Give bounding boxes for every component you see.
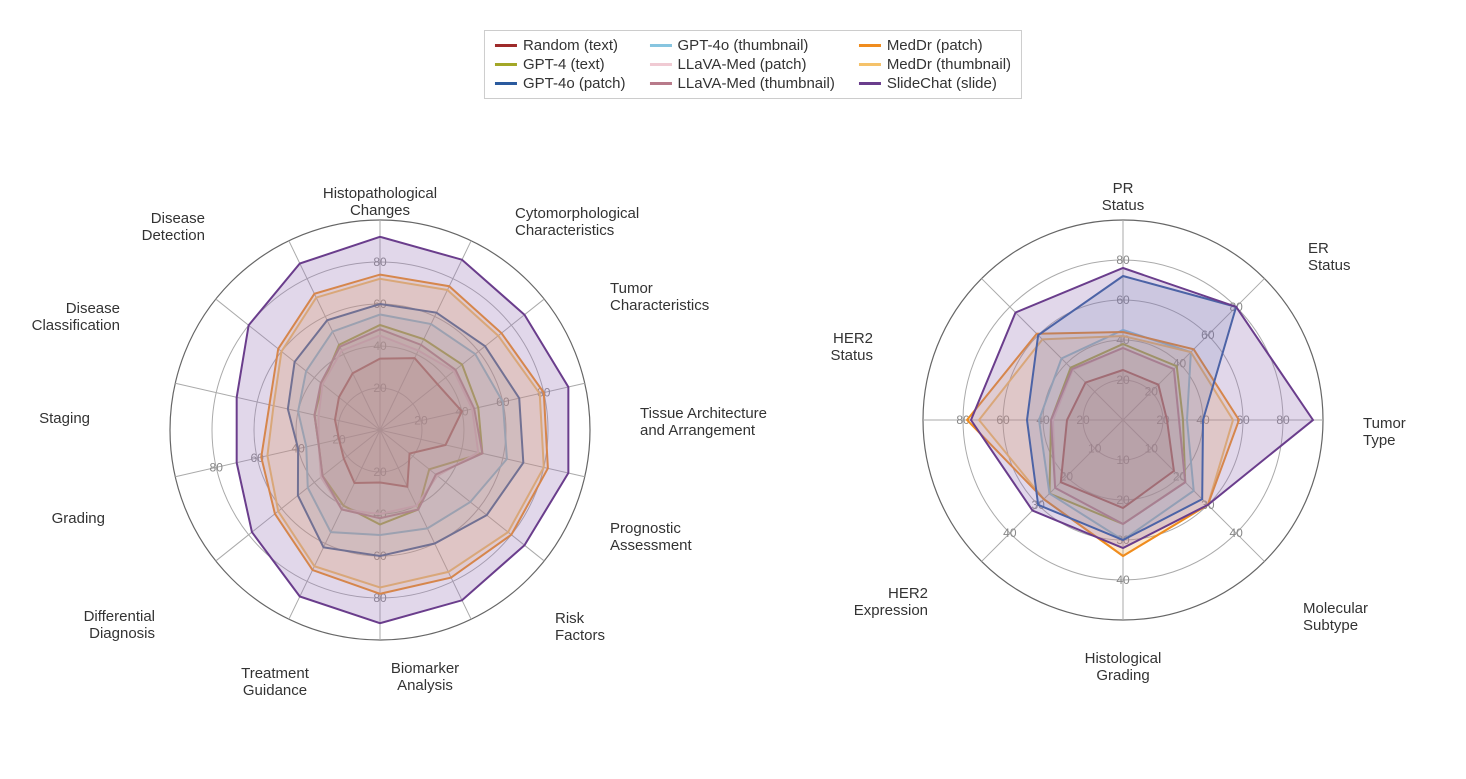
axis-label: DiseaseClassification <box>0 300 120 335</box>
legend-label: SlideChat (slide) <box>887 75 997 92</box>
legend-item: LLaVA-Med (patch) <box>650 56 835 73</box>
legend-label: MedDr (thumbnail) <box>887 56 1011 73</box>
legend-item: MedDr (patch) <box>859 37 1011 54</box>
svg-text:80: 80 <box>210 460 224 474</box>
legend-item: Random (text) <box>495 37 626 54</box>
radar-chart-right: 8060402080604020806040204030201040302010… <box>753 120 1466 759</box>
svg-text:80: 80 <box>1116 253 1130 267</box>
radar-chart-left: 80604020806040208060402080604020Histopat… <box>20 120 753 759</box>
svg-text:40: 40 <box>1229 526 1243 540</box>
legend-swatch <box>859 82 881 85</box>
legend-item: SlideChat (slide) <box>859 75 1011 92</box>
legend-item: GPT-4o (patch) <box>495 75 626 92</box>
series-slidechat-slide- <box>237 237 569 623</box>
axis-label: DifferentialDiagnosis <box>0 608 155 643</box>
axis-label: HER2Expression <box>748 585 928 620</box>
axis-label: MolecularSubtype <box>1303 600 1368 635</box>
legend-item: LLaVA-Med (thumbnail) <box>650 75 835 92</box>
chart-container: Random (text) GPT-4o (thumbnail) MedDr (pa… <box>20 20 1466 759</box>
legend-label: GPT-4 (text) <box>523 56 605 73</box>
legend-label: MedDr (patch) <box>887 37 983 54</box>
legend-label: LLaVA-Med (patch) <box>678 56 807 73</box>
legend-swatch <box>650 63 672 66</box>
axis-label: ERStatus <box>1308 240 1351 275</box>
axis-label: RiskFactors <box>555 610 605 645</box>
svg-text:40: 40 <box>1003 526 1017 540</box>
axis-label: TumorType <box>1363 415 1406 450</box>
legend-item: GPT-4o (thumbnail) <box>650 37 835 54</box>
axis-label: HistopathologicalChanges <box>290 185 470 220</box>
axis-label: CytomorphologicalCharacteristics <box>515 205 639 240</box>
legend-label: GPT-4o (thumbnail) <box>678 37 809 54</box>
legend-item: GPT-4 (text) <box>495 56 626 73</box>
axis-label: Tissue Architectureand Arrangement <box>640 405 767 440</box>
legend-swatch <box>650 44 672 47</box>
axis-label: TumorCharacteristics <box>610 280 709 315</box>
legend-swatch <box>650 82 672 85</box>
legend-label: LLaVA-Med (thumbnail) <box>678 75 835 92</box>
series-slidechat-slide- <box>971 268 1313 548</box>
axis-label: Staging <box>0 410 90 427</box>
legend-item: MedDr (thumbnail) <box>859 56 1011 73</box>
axis-label: HistologicalGrading <box>1033 650 1213 685</box>
legend-swatch <box>495 44 517 47</box>
legend-label: GPT-4o (patch) <box>523 75 626 92</box>
axis-label: TreatmentGuidance <box>185 665 365 700</box>
axis-label: PrognosticAssessment <box>610 520 692 555</box>
legend-swatch <box>859 63 881 66</box>
legend-label: Random (text) <box>523 37 618 54</box>
legend-swatch <box>495 82 517 85</box>
svg-text:40: 40 <box>1116 573 1130 587</box>
axis-label: DiseaseDetection <box>25 210 205 245</box>
axis-label: HER2Status <box>693 330 873 365</box>
legend: Random (text) GPT-4o (thumbnail) MedDr (pa… <box>484 30 1022 99</box>
axis-label: Grading <box>0 510 105 527</box>
axis-label: PRStatus <box>1033 180 1213 215</box>
legend-swatch <box>859 44 881 47</box>
legend-swatch <box>495 63 517 66</box>
